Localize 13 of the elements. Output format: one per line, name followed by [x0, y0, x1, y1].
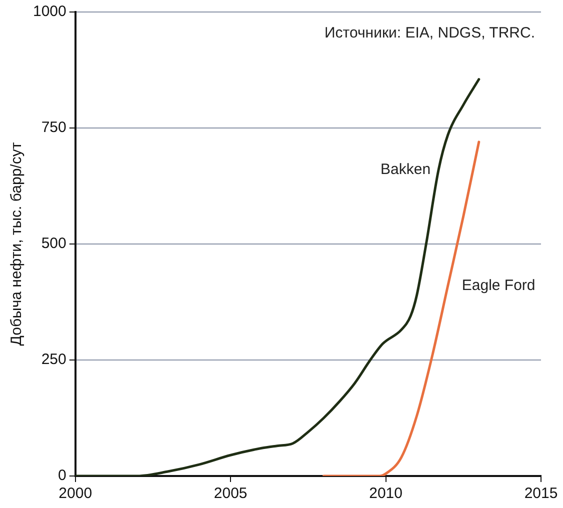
- annotation: Источники: EIA, NDGS, TRRC.: [324, 24, 535, 42]
- y-tick-label: 500: [41, 235, 66, 252]
- x-tick-label: 2010: [369, 485, 402, 502]
- y-axis-title: Добыча нефти, тыс. барр/сут: [8, 142, 26, 346]
- y-tick-label: 0: [58, 467, 66, 484]
- series-label: Eagle Ford: [462, 276, 536, 294]
- y-tick-label: 1000: [32, 3, 66, 20]
- series-label: Bakken: [380, 160, 431, 178]
- x-tick-label: 2005: [214, 485, 248, 502]
- x-tick-label: 2015: [524, 485, 558, 502]
- x-tick-label: 2000: [58, 485, 92, 502]
- y-tick-label: 750: [41, 119, 66, 136]
- y-tick-label: 250: [41, 351, 66, 368]
